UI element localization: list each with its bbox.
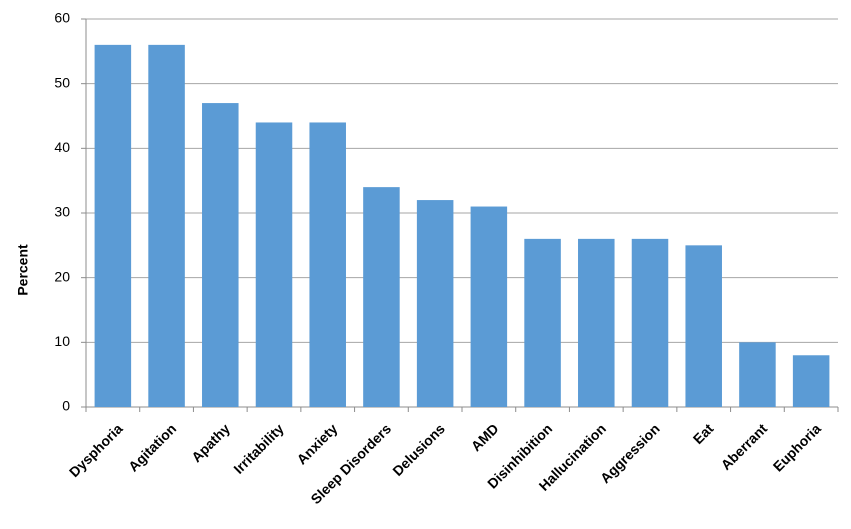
x-tick-label: Aberrant [718, 420, 771, 473]
bar [148, 44, 185, 407]
y-tick-label: 0 [62, 398, 70, 414]
bar [309, 122, 346, 407]
bar [685, 245, 722, 407]
x-tick-label: Delusions [389, 420, 448, 479]
y-axis-label: Percent [15, 244, 31, 296]
y-tick-label: 60 [54, 10, 70, 26]
bar [255, 122, 293, 407]
y-tick-label: 30 [54, 204, 70, 220]
x-tick-label: Dysphoria [66, 420, 126, 480]
bar [363, 187, 400, 407]
bar [470, 206, 508, 407]
x-tick-label: AMD [468, 420, 502, 454]
bar [202, 103, 239, 408]
bar [792, 355, 830, 407]
bar [739, 342, 776, 407]
y-tick-label: 50 [54, 74, 70, 90]
y-tick-label: 20 [54, 268, 70, 284]
x-tick-label: Eat [690, 420, 717, 447]
bar [524, 238, 561, 407]
x-tick-label: Apathy [188, 420, 233, 465]
bar [578, 238, 615, 407]
x-tick-label: Irritability [230, 420, 287, 477]
bar [94, 44, 132, 407]
x-tick-label: Euphoria [770, 420, 824, 474]
y-tick-label: 10 [54, 333, 70, 349]
x-tick-label: Anxiety [293, 420, 340, 467]
y-tick-label: 40 [54, 139, 70, 155]
bar [631, 238, 669, 407]
x-tick-label: Agitation [125, 420, 179, 474]
bar [416, 200, 454, 407]
